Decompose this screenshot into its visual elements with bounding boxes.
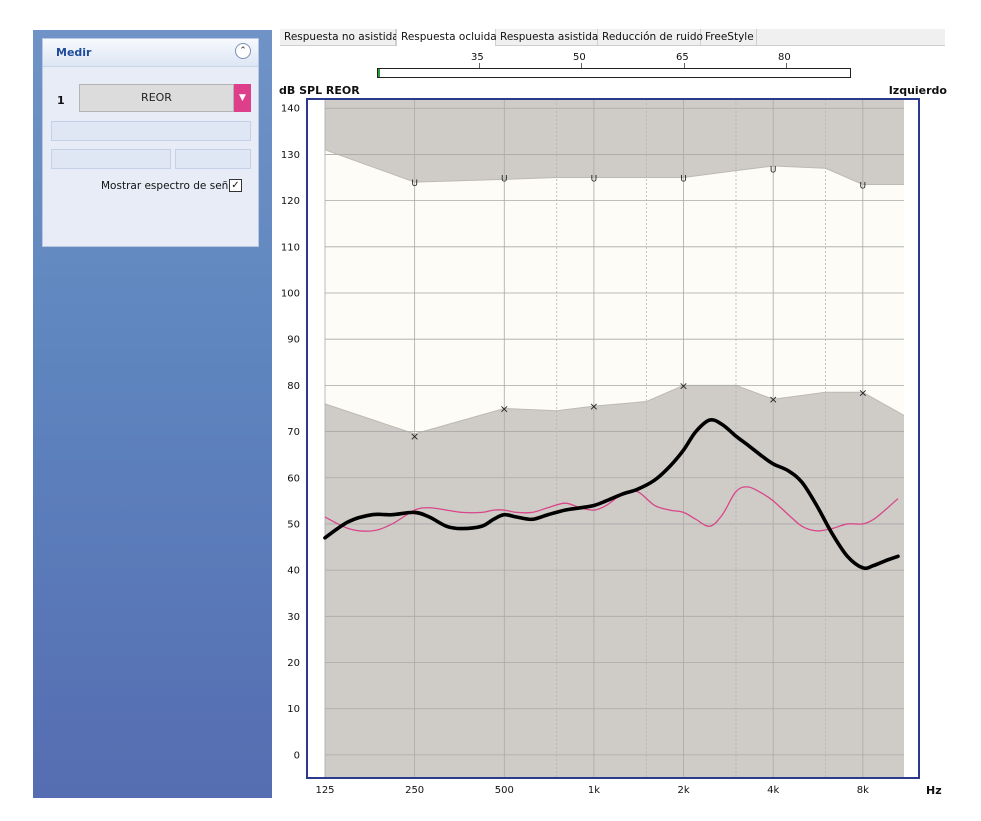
measure-panel: Medir ⌃ 1 REOR ▼ Mostrar espectro de señ… xyxy=(42,38,259,247)
level-scale-tick xyxy=(479,63,480,68)
threshold-marker: × xyxy=(410,430,419,443)
level-scale-label: 65 xyxy=(676,52,689,63)
measured-reor-curve xyxy=(323,417,900,571)
y-tick-label: 30 xyxy=(287,612,300,623)
lower-limit-line xyxy=(324,384,905,435)
measurement-dropdown-chevron-icon[interactable]: ▼ xyxy=(234,84,251,112)
tab-freestyle[interactable]: FreeStyle xyxy=(701,29,757,45)
show-spectrum-checkbox[interactable]: ✓ xyxy=(229,179,242,192)
upper-limit-line xyxy=(324,149,904,185)
chart-y-axis-title: dB SPL REOR xyxy=(279,84,360,97)
x-tick-label: 250 xyxy=(405,785,424,796)
ucl-marker: U xyxy=(680,175,687,185)
measurement-slot-number: 1 xyxy=(57,94,65,107)
input-level-fill xyxy=(378,69,380,77)
dynamic-range-band xyxy=(325,149,904,434)
level-scale-label: 50 xyxy=(573,52,586,63)
collapse-chevron-icon[interactable]: ⌃ xyxy=(235,43,251,59)
x-tick-label: 500 xyxy=(495,785,514,796)
y-tick-label: 0 xyxy=(294,750,300,761)
ucl-marker: U xyxy=(770,165,777,175)
ucl-marker: U xyxy=(501,175,508,185)
ucl-marker: U xyxy=(860,181,867,191)
chart-x-axis-unit: Hz xyxy=(926,784,942,797)
x-tick-label: 2k xyxy=(677,785,689,796)
threshold-marker: × xyxy=(589,400,598,413)
y-tick-label: 130 xyxy=(281,150,300,161)
y-tick-label: 80 xyxy=(287,381,300,392)
x-tick-label: 4k xyxy=(767,785,779,796)
tab-unaided-response[interactable]: Respuesta no asistida xyxy=(280,29,399,45)
measurement-slot-empty[interactable] xyxy=(51,121,251,141)
ucl-marker: U xyxy=(591,175,598,185)
y-tick-label: 140 xyxy=(281,104,300,115)
tab-aided-response[interactable]: Respuesta asistida xyxy=(496,29,598,45)
y-tick-label: 50 xyxy=(287,519,300,530)
x-tick-label: 1k xyxy=(588,785,600,796)
tab-noise-reduction[interactable]: Reducción de ruido xyxy=(598,29,703,45)
measure-panel-header: Medir ⌃ xyxy=(43,39,258,67)
y-tick-label: 60 xyxy=(287,473,300,484)
view-tabs: Respuesta no asistida Respuesta ocluida … xyxy=(280,29,945,46)
threshold-marker: × xyxy=(500,402,509,415)
input-level-meter xyxy=(377,68,851,78)
chart-frame xyxy=(306,98,920,779)
y-tick-label: 120 xyxy=(281,196,300,207)
show-spectrum-label: Mostrar espectro de señal xyxy=(101,180,238,192)
x-tick-label: 8k xyxy=(857,785,869,796)
ear-side-label: Izquierdo xyxy=(888,84,947,97)
measure-panel-title: Medir xyxy=(56,46,92,59)
y-tick-label: 90 xyxy=(287,335,300,346)
threshold-marker: × xyxy=(769,393,778,406)
reor-measure-button[interactable]: REOR xyxy=(79,84,234,112)
y-tick-label: 20 xyxy=(287,658,300,669)
y-tick-label: 100 xyxy=(281,289,300,300)
level-scale-tick xyxy=(581,63,582,68)
y-tick-label: 110 xyxy=(281,242,300,253)
ucl-marker: U xyxy=(411,179,418,189)
level-scale-tick xyxy=(786,63,787,68)
y-tick-label: 40 xyxy=(287,566,300,577)
x-tick-label: 125 xyxy=(315,785,334,796)
target-response-curve xyxy=(324,486,899,532)
measurement-slot-empty-right[interactable] xyxy=(175,149,251,169)
threshold-marker: × xyxy=(679,379,688,392)
threshold-marker: × xyxy=(858,386,867,399)
level-scale-tick xyxy=(684,63,685,68)
y-tick-label: 70 xyxy=(287,427,300,438)
y-tick-label: 10 xyxy=(287,704,300,715)
level-scale-label: 80 xyxy=(778,52,791,63)
level-scale-label: 35 xyxy=(471,52,484,63)
measurement-slot-empty-left[interactable] xyxy=(51,149,171,169)
tab-occluded-response[interactable]: Respuesta ocluida xyxy=(396,29,497,46)
